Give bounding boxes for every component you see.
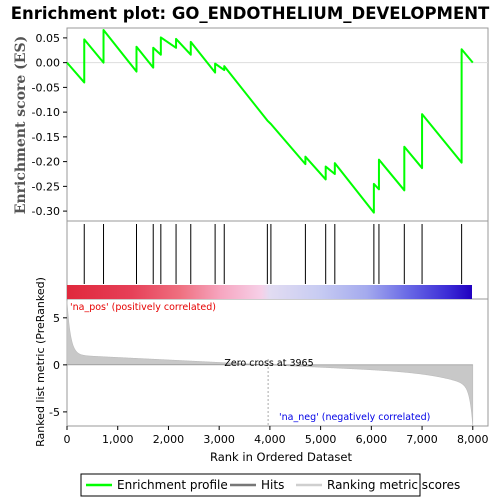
es-tick-label: -0.05 [32,81,60,94]
zero-cross-label: Zero cross at 3965 [224,358,313,369]
pos-label: 'na_pos' (positively correlated) [70,302,216,313]
es-axis-ticks: 0.05 0.00 -0.05 -0.10 -0.15 -0.20 -0.25 -0.30 [32,32,67,218]
x-tick-label: 3,000 [203,433,235,446]
profile-group [66,28,474,214]
neg-label: 'na_neg' (negatively correlated) [279,412,430,423]
legend-metric-label: Ranking metric scores [327,478,460,492]
es-tick-label: -0.25 [32,180,60,193]
x-tick-label: 5,000 [305,433,337,446]
es-tick-label: -0.10 [32,106,60,119]
es-tick-label: -0.15 [32,131,60,144]
metric-tick-label: 0 [53,359,60,372]
metric-y-axis-label: Ranked list metric (PreRanked) [34,277,47,447]
x-tick-label: 7,000 [406,433,438,446]
metric-tick-label: -5 [49,406,60,419]
es-tick-label: -0.30 [32,205,60,218]
x-tick-label: 8,000 [457,433,489,446]
legend-hits-label: Hits [261,478,284,492]
enrichment-profile-line [66,28,474,214]
metric-axis-ticks: 5 0 -5 [49,312,67,419]
x-axis-label: Rank in Ordered Dataset [210,450,353,464]
legend-profile-label: Enrichment profile [117,478,228,492]
x-axis-ticks: 0 1,000 2,000 3,000 4,000 5,000 6,000 7,000 8,00… [64,426,489,446]
es-tick-label: 0.00 [36,57,61,70]
x-tick-label: 1,000 [102,433,134,446]
x-tick-label: 2,000 [153,433,185,446]
metric-tick-label: 5 [53,312,60,325]
x-tick-label: 6,000 [356,433,388,446]
x-tick-label: 4,000 [254,433,286,446]
es-y-axis-label: Enrichment score (ES) [13,36,29,214]
x-tick-label: 0 [64,433,71,446]
chart-title: Enrichment plot: GO_ENDOTHELIUM_DEVELOPM… [11,4,490,23]
legend: Enrichment profile Hits Ranking metric s… [80,473,460,497]
es-tick-label: 0.05 [36,32,61,45]
rank-color-band [67,285,472,299]
metric-area-group [66,300,474,427]
es-panel [66,27,489,222]
es-tick-label: -0.20 [32,156,60,169]
hits-group [83,224,463,284]
